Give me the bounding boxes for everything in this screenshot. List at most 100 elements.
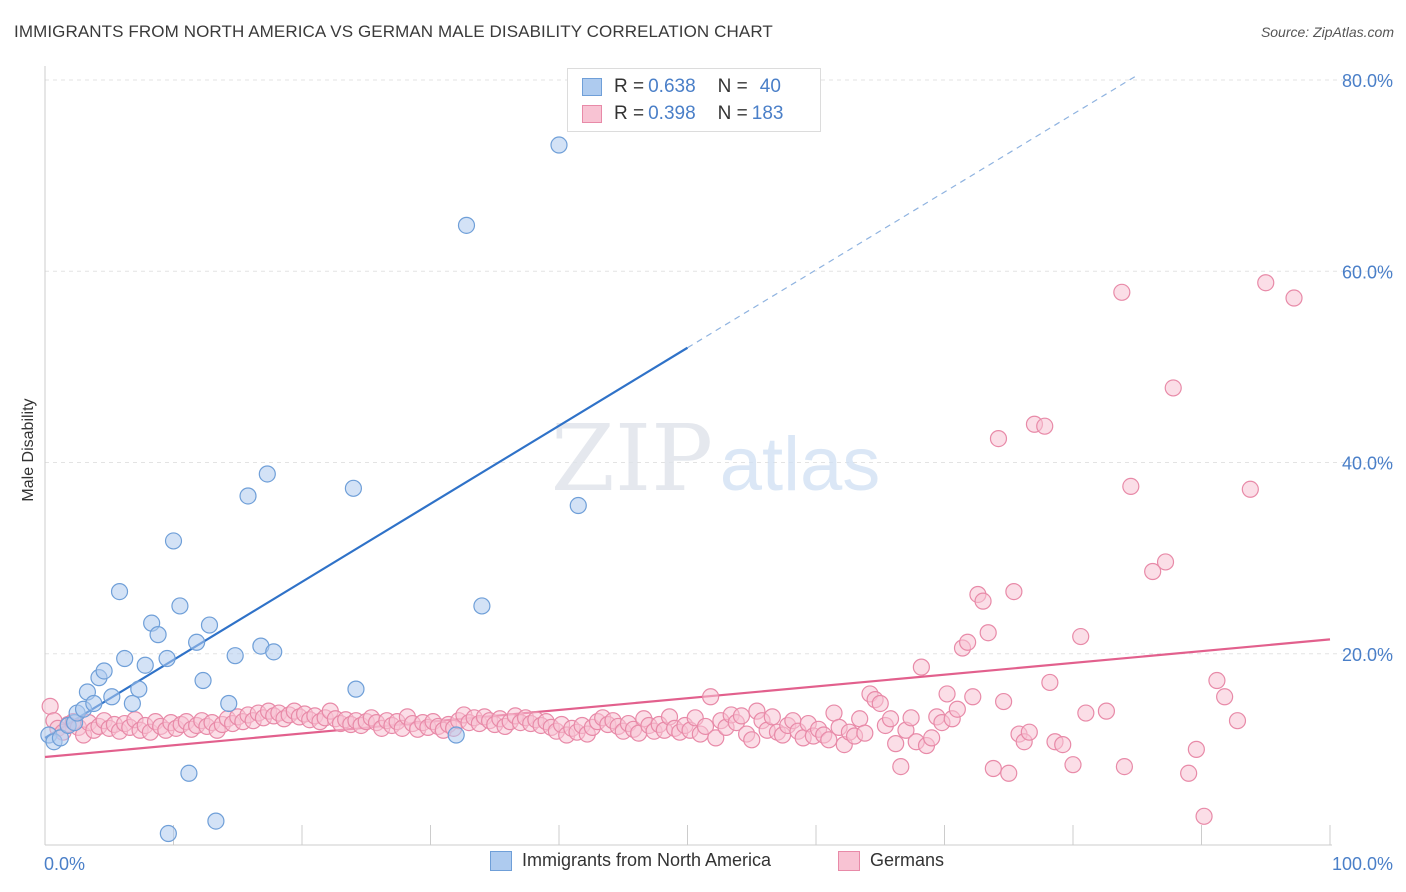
point-germans bbox=[1122, 477, 1140, 496]
y-tick-label: 20.0% bbox=[1342, 645, 1393, 665]
point-germans bbox=[1064, 756, 1082, 774]
point-immigrants bbox=[194, 671, 212, 690]
bottom-legend-germans: Germans bbox=[838, 850, 944, 871]
point-germans bbox=[948, 700, 966, 718]
legend-r-value: 0.638 bbox=[648, 76, 696, 97]
point-germans bbox=[1285, 289, 1303, 307]
point-immigrants bbox=[188, 633, 206, 651]
point-immigrants bbox=[207, 812, 225, 830]
point-germans bbox=[820, 731, 838, 749]
point-germans bbox=[1115, 757, 1134, 776]
point-germans bbox=[1036, 417, 1054, 435]
point-germans bbox=[743, 731, 761, 749]
trend-line-immigrants bbox=[44, 346, 689, 739]
watermark-zip: ZIP bbox=[551, 405, 713, 512]
point-germans bbox=[989, 429, 1008, 448]
legend: R = 0.638 N = 40 R = 0.398 N = 183 bbox=[567, 68, 821, 132]
point-germans bbox=[1156, 553, 1175, 571]
point-immigrants bbox=[258, 465, 276, 483]
point-germans bbox=[1097, 702, 1116, 720]
point-germans bbox=[1195, 807, 1213, 825]
point-immigrants bbox=[344, 479, 362, 497]
legend-swatch-immigrants bbox=[582, 78, 602, 96]
point-germans bbox=[1187, 740, 1205, 758]
point-germans bbox=[1257, 274, 1275, 292]
point-immigrants bbox=[164, 532, 183, 550]
point-germans bbox=[1041, 673, 1059, 692]
legend-swatch-germans bbox=[582, 105, 602, 123]
legend-r-label: R = bbox=[614, 76, 645, 97]
legend-n-label: N = bbox=[717, 103, 748, 124]
point-immigrants bbox=[158, 649, 176, 668]
point-germans bbox=[1077, 704, 1095, 722]
point-immigrants bbox=[200, 616, 219, 634]
point-germans bbox=[979, 624, 997, 642]
legend-n-value: 40 bbox=[759, 76, 781, 97]
point-germans bbox=[702, 688, 720, 706]
axes bbox=[44, 66, 1332, 846]
y-tick-label: 80.0% bbox=[1342, 71, 1393, 91]
point-germans bbox=[964, 688, 982, 706]
point-germans bbox=[995, 692, 1013, 711]
point-germans bbox=[959, 633, 977, 651]
bottom-legend-label: Germans bbox=[870, 850, 945, 870]
point-immigrants bbox=[123, 694, 141, 713]
point-immigrants bbox=[130, 680, 148, 698]
point-immigrants bbox=[473, 597, 491, 615]
point-germans bbox=[1216, 688, 1234, 706]
point-germans bbox=[696, 717, 715, 736]
legend-n-value: 183 bbox=[751, 103, 784, 124]
point-germans bbox=[1113, 283, 1131, 301]
watermark-atlas: atlas bbox=[720, 422, 881, 507]
point-germans bbox=[732, 707, 751, 725]
point-immigrants bbox=[569, 496, 587, 515]
chart-title: IMMIGRANTS FROM NORTH AMERICA VS GERMAN … bbox=[14, 22, 773, 41]
point-immigrants bbox=[136, 656, 154, 674]
point-germans bbox=[881, 710, 900, 728]
point-germans bbox=[892, 757, 910, 776]
trend-line-germans bbox=[44, 638, 1331, 759]
point-immigrants bbox=[180, 764, 198, 782]
point-germans bbox=[1164, 379, 1182, 397]
source-label: Source: ZipAtlas.com bbox=[1260, 24, 1394, 40]
legend-row-immigrants: R = 0.638 N = 40 bbox=[582, 75, 781, 99]
point-germans bbox=[1020, 723, 1038, 741]
tick-labels: 20.0% 40.0% 60.0% 80.0% 0.0% 100.0% bbox=[44, 71, 1393, 874]
point-germans bbox=[1180, 764, 1198, 782]
point-germans bbox=[1241, 480, 1259, 498]
point-immigrants bbox=[51, 729, 70, 747]
point-immigrants bbox=[265, 643, 283, 661]
point-immigrants bbox=[149, 626, 167, 644]
grid-lines bbox=[45, 79, 1395, 655]
point-germans bbox=[1005, 582, 1023, 601]
point-germans bbox=[1208, 671, 1226, 690]
point-germans bbox=[825, 704, 843, 722]
legend-row-germans: R = 0.398 N = 183 bbox=[582, 102, 783, 126]
point-immigrants bbox=[171, 597, 189, 615]
legend-r-label: R = bbox=[614, 103, 645, 124]
point-germans bbox=[938, 685, 956, 703]
point-immigrants bbox=[550, 136, 568, 154]
point-germans bbox=[1072, 627, 1090, 646]
point-immigrants bbox=[103, 688, 121, 706]
point-germans bbox=[1144, 562, 1162, 581]
bottom-legend-label: Immigrants from North America bbox=[522, 850, 772, 870]
point-immigrants bbox=[110, 582, 129, 601]
y-axis-label: Male Disability bbox=[20, 398, 37, 502]
point-immigrants bbox=[159, 824, 177, 843]
point-germans bbox=[902, 709, 920, 727]
point-immigrants bbox=[220, 694, 238, 713]
point-germans bbox=[1054, 735, 1072, 754]
point-immigrants bbox=[447, 726, 465, 744]
point-germans bbox=[923, 729, 941, 747]
point-germans bbox=[887, 735, 905, 753]
point-germans bbox=[851, 710, 869, 728]
point-germans bbox=[856, 724, 874, 742]
trend-lines bbox=[44, 74, 1331, 759]
point-germans bbox=[41, 697, 59, 715]
legend-r-value: 0.398 bbox=[648, 103, 696, 124]
legend-n-label: N = bbox=[717, 76, 748, 97]
data-points bbox=[40, 136, 1303, 843]
point-immigrants bbox=[85, 694, 103, 713]
